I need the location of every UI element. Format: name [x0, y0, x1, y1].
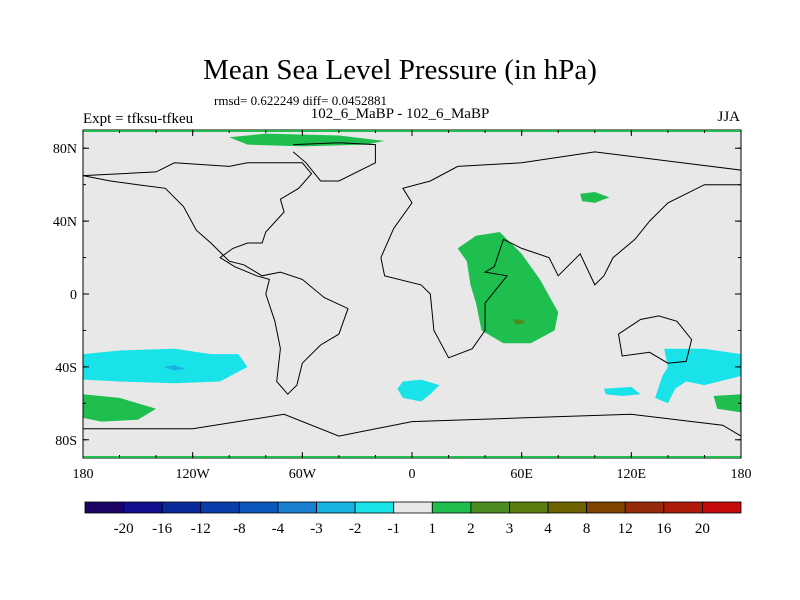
colorbar-box [470, 501, 510, 514]
anomaly-africa-positive-core [512, 319, 526, 325]
coastline-1 [292, 142, 376, 182]
run-label: 102_6_MaBP - 102_6_MaBP [310, 106, 490, 122]
map-background [83, 130, 741, 458]
anomaly-indian-ocean-negative [603, 386, 641, 396]
coastline-2 [380, 151, 742, 359]
x-tick-label: 60E [510, 467, 533, 482]
colorbar-box [663, 501, 703, 514]
colorbar-label: -12 [191, 521, 211, 537]
x-tick-label: 0 [409, 467, 416, 482]
x-tick-label: 180 [731, 467, 752, 482]
x-tick-label: 180 [73, 467, 94, 482]
colorbar-box [277, 501, 317, 514]
tick-layer: 180 120W 60W 0 60E 120E 180 80N 40N 0 40S 80S [53, 130, 752, 482]
plot-title: Mean Sea Level Pressure (in hPa) [203, 54, 597, 86]
y-tick-label: 0 [70, 288, 77, 303]
colorbar-box [431, 501, 472, 514]
y-tick-label: 80S [55, 434, 77, 449]
colorbar-label: 2 [467, 521, 475, 537]
colorbar-box [702, 501, 742, 514]
y-tick-label: 40N [53, 215, 77, 230]
colorbar-label: -3 [310, 521, 323, 537]
anomaly-south-pacific-negative-core [163, 365, 186, 371]
colorbar-box [624, 501, 665, 514]
colorbar-label: -8 [233, 521, 246, 537]
stats-label: rmsd= 0.622249 diff= 0.0452881 [214, 93, 387, 108]
anomaly-asia-positive [580, 192, 610, 203]
colorbar-box [161, 501, 202, 514]
colorbar-label: -1 [387, 521, 400, 537]
colorbar-label: 4 [544, 521, 552, 537]
colorbar-label: 12 [618, 521, 633, 537]
anomaly-south-pacific-east-positive [713, 394, 741, 413]
y-tick-label: 80N [53, 142, 77, 157]
coastline-0 [82, 162, 349, 395]
anomaly-africa-positive [457, 232, 559, 344]
colorbar-label: -16 [152, 521, 172, 537]
colorbar-label: -2 [349, 521, 362, 537]
colorbar-label: 16 [656, 521, 672, 537]
colorbar-box [393, 501, 433, 514]
colorbar-label: 20 [695, 521, 710, 537]
y-tick-label: 40S [55, 361, 77, 376]
anomaly-south-pacific-positive [83, 394, 157, 422]
colorbar-label: 1 [429, 521, 437, 537]
colorbar-label: 3 [506, 521, 514, 537]
anomaly-atlantic-negative [397, 379, 440, 402]
x-tick-label: 60W [289, 467, 317, 482]
coastline-layer [82, 142, 742, 437]
colorbar-box [509, 501, 549, 514]
colorbar-label: 8 [583, 521, 591, 537]
x-tick-label: 120W [176, 467, 211, 482]
colorbar-box [354, 501, 395, 514]
colorbar-box [586, 501, 626, 514]
colorbar-label: -20 [114, 521, 134, 537]
anomaly-south-pacific-negative [83, 348, 248, 384]
colorbar-box [84, 501, 124, 514]
coastline-4 [83, 413, 742, 437]
colorbar-box [547, 501, 588, 514]
colorbar-box [316, 501, 356, 514]
colorbar-label: -4 [272, 521, 285, 537]
x-tick-label: 120E [617, 467, 647, 482]
colorbar-box [238, 501, 279, 514]
season-label: JJA [717, 109, 740, 125]
colorbar-box [123, 501, 163, 514]
experiment-label: Expt = tfksu-tfkeu [83, 111, 194, 127]
colorbar-box [200, 501, 240, 514]
coastline-3 [618, 315, 693, 364]
colorbar: -20 -16 -12 -8 -4 -3 -2 -1 1 2 3 4 8 12 16 20 [84, 501, 742, 537]
